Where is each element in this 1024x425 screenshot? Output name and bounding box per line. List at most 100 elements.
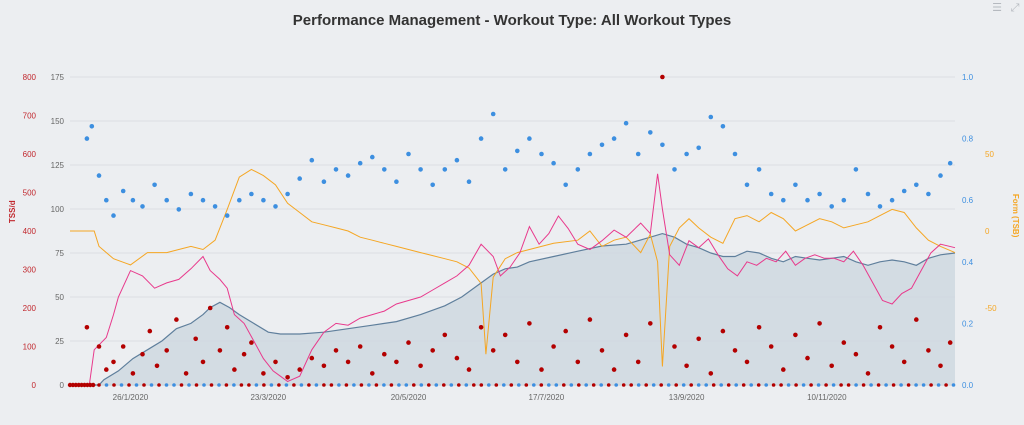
baseline-point [397,383,401,387]
tss-point [648,321,653,326]
baseline-point [412,383,416,387]
baseline-point [951,383,956,387]
if-point [551,160,556,166]
if-point [370,154,375,160]
x-tick-label: 26/1/2020 [113,393,149,402]
if-point [648,130,653,135]
baseline-point [509,383,514,387]
baseline-point [262,383,266,387]
baseline-point [194,383,199,387]
if-point [249,191,254,197]
if-point [321,179,327,184]
baseline-point [636,383,641,387]
tss-point [623,332,629,338]
y-fitness-tick-label: 100 [51,205,65,214]
baseline-point [157,383,161,387]
if-point [515,148,520,154]
baseline-point [434,383,439,387]
baseline-point [614,383,618,387]
if-point [696,145,701,151]
baseline-point [779,383,783,387]
form-line [70,168,956,367]
tss-point [575,359,581,365]
tss-point [793,332,798,338]
fatigue-line [70,173,956,386]
baseline-point [179,383,184,387]
baseline-point [749,383,753,387]
baseline-point [187,383,191,387]
baseline-point [232,383,236,387]
x-tick-label: 10/11/2020 [807,393,847,402]
if-point [732,151,738,157]
y-if-tick-label: 0.0 [962,381,974,390]
if-point [430,182,436,188]
baseline-point [666,383,671,387]
y-if-tick-label: 0.8 [962,135,974,144]
y-form-axis-title: Form (TSB) [1011,194,1020,238]
if-point [224,213,230,218]
baseline-point [606,383,611,387]
tss-point [841,340,847,345]
tss-point [744,359,750,365]
y-fitness-tick-label: 50 [55,293,64,302]
hamburger-menu-icon[interactable]: ☰ [992,1,1002,14]
tss-point [527,321,532,326]
y-fitness-tick-label: 150 [51,117,65,126]
tss-point [454,355,460,361]
tss-point [901,359,907,365]
y-tss-tick-label: 800 [23,73,37,82]
baseline-point [651,383,656,387]
baseline-point [224,383,229,387]
y-tss-tick-label: 300 [23,266,37,275]
if-point [120,188,126,194]
expand-icon[interactable]: ⤢ [1010,1,1020,14]
if-point [720,124,726,129]
tss-point [217,348,223,353]
tss-point [539,367,544,372]
if-point [793,182,798,188]
if-point [273,204,278,209]
if-point [938,173,943,178]
tss-point [164,348,169,353]
baseline-point [134,383,139,387]
y-tss-tick-label: 0 [32,381,37,390]
if-point [623,120,629,126]
chart-title: Performance Management - Workout Type: A… [292,12,732,29]
baseline-point [929,383,933,387]
if-point [111,213,116,218]
if-point [805,197,810,203]
tss-point [466,367,472,372]
if-point [442,167,448,172]
baseline-point [584,383,588,387]
tss-point [672,344,677,349]
baseline-point [359,383,364,387]
if-point [152,182,157,188]
y-fitness-tick-label: 25 [55,337,64,346]
tss-point [96,344,102,349]
baseline-point [112,383,116,387]
baseline-point [681,383,686,387]
baseline-point [479,383,484,387]
if-point [575,167,581,172]
baseline-point [734,383,738,387]
if-point [130,197,136,203]
tss-point [382,351,387,357]
baseline-point [127,383,131,387]
if-point [89,124,95,129]
y-if-tick-label: 0.6 [962,196,974,205]
baseline-point [209,383,214,387]
baseline-point [659,383,663,387]
if-point [478,136,484,141]
tss-point [696,336,701,342]
baseline-point [599,383,603,387]
baseline-point [801,383,806,387]
tss-point [817,321,822,326]
if-point [539,151,544,157]
tss-zero-point [91,382,96,388]
if-point [841,197,847,203]
baseline-point [292,383,296,387]
tss-point [321,363,327,369]
x-tick-label: 17/7/2020 [529,393,565,402]
tss-point [130,371,136,376]
